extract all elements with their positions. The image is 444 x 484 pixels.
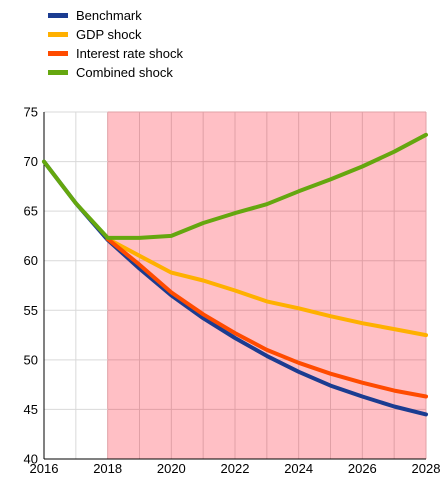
axes [43, 112, 426, 460]
tick-labels: 40 45 50 55 60 65 70 75 2016 2018 2020 2022 2024 2026… [24, 105, 441, 477]
x-tick-label: 2028 [412, 461, 441, 476]
y-tick-label: 40 [24, 452, 38, 467]
series-line-combined-shock [42, 132, 428, 240]
legend-label-gdp-shock: GDP shock [76, 27, 142, 42]
x-tick-label: 2018 [93, 461, 122, 476]
y-tick-label: 65 [24, 204, 38, 219]
y-tick-label: 70 [24, 154, 38, 169]
legend-swatch-benchmark [48, 13, 68, 18]
legend-swatch-interest-rate-shock [48, 51, 68, 56]
legend: Benchmark GDP shock Interest rate shock … [48, 6, 183, 82]
legend-swatch-gdp-shock [48, 32, 68, 37]
series-lines [42, 132, 428, 417]
legend-item-benchmark: Benchmark [48, 6, 183, 25]
x-tick-label: 2024 [284, 461, 313, 476]
series-line-interest-rate-shock [105, 236, 428, 399]
series-line-gdp-shock [105, 236, 428, 338]
legend-item-gdp-shock: GDP shock [48, 25, 183, 44]
y-tick-label: 60 [24, 253, 38, 268]
x-tick-label: 2026 [348, 461, 377, 476]
legend-label-combined-shock: Combined shock [76, 65, 173, 80]
legend-item-combined-shock: Combined shock [48, 63, 183, 82]
legend-swatch-combined-shock [48, 70, 68, 75]
y-tick-label: 75 [24, 105, 38, 120]
x-tick-label: 2020 [157, 461, 186, 476]
y-tick-label: 50 [24, 352, 38, 367]
y-tick-label: 45 [24, 402, 38, 417]
legend-label-benchmark: Benchmark [76, 8, 142, 23]
x-tick-label: 2022 [221, 461, 250, 476]
y-tick-label: 55 [24, 303, 38, 318]
legend-label-interest-rate-shock: Interest rate shock [76, 46, 183, 61]
legend-item-interest-rate-shock: Interest rate shock [48, 44, 183, 63]
x-tick-label: 2016 [30, 461, 59, 476]
